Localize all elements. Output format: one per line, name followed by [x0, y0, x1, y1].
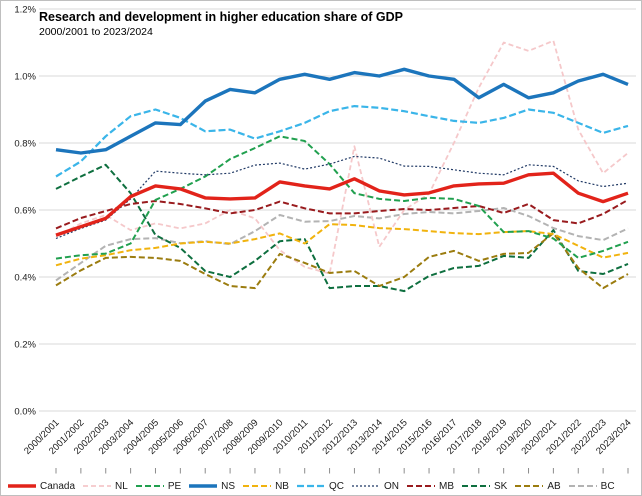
series-line-on: [55, 155, 629, 240]
legend-label-bc: BC: [600, 480, 615, 492]
series-line-ab: [55, 232, 629, 290]
legend-line-sample-nl: [83, 485, 112, 487]
y-axis-tick-label: 0.2%: [14, 339, 36, 350]
legend-label-on: ON: [383, 480, 399, 492]
legend-item-mb[interactable]: MB: [406, 480, 454, 492]
legend-item-nb[interactable]: NB: [242, 480, 289, 492]
legend-label-sk: SK: [493, 480, 508, 492]
legend-label-nl: NL: [115, 480, 128, 492]
legend-line-sample-pe: [135, 485, 164, 487]
series-line-pe: [55, 135, 629, 260]
legend-line-sample-on: [351, 485, 380, 487]
legend-label-nb: NB: [275, 480, 289, 492]
legend-item-nl[interactable]: NL: [82, 480, 128, 492]
legend: Canada NL PE NS NB QC ON MB SK AB BC: [7, 478, 641, 494]
legend-line-sample-bc: [568, 485, 597, 487]
chart-title: Research and development in higher educa…: [39, 10, 403, 24]
legend-label-mb: MB: [438, 480, 454, 492]
legend-label-ab: AB: [547, 480, 561, 492]
legend-line-sample-ns: [189, 484, 218, 488]
y-axis-tick-label: 0.0%: [14, 406, 36, 417]
series-line-nl: [55, 39, 629, 275]
legend-line-sample-sk: [461, 485, 490, 487]
y-axis-tick-label: 0.8%: [14, 138, 36, 149]
legend-item-bc[interactable]: BC: [568, 480, 615, 492]
legend-label-canada: Canada: [40, 480, 76, 492]
y-axis-tick-label: 1.0%: [14, 71, 36, 82]
legend-item-ns[interactable]: NS: [188, 480, 235, 492]
y-axis-tick-label: 1.2%: [14, 4, 36, 15]
legend-item-pe[interactable]: PE: [135, 480, 181, 492]
y-axis-tick-label: 0.4%: [14, 272, 36, 283]
legend-item-on[interactable]: ON: [351, 480, 399, 492]
legend-line-sample-mb: [406, 485, 435, 487]
series-line-nb: [55, 223, 629, 267]
series-line-canada: [55, 171, 629, 237]
series-line-bc: [55, 207, 629, 282]
legend-item-sk[interactable]: SK: [461, 480, 507, 492]
legend-line-sample-ab: [515, 485, 544, 487]
legend-label-ns: NS: [221, 480, 236, 492]
series-line-ns: [55, 67, 629, 155]
legend-line-sample-canada: [8, 484, 36, 488]
y-axis-tick-label: 0.6%: [14, 205, 36, 216]
legend-item-qc[interactable]: QC: [296, 480, 344, 492]
series-line-sk: [55, 163, 629, 293]
legend-item-ab[interactable]: AB: [514, 480, 561, 492]
legend-item-canada[interactable]: Canada: [7, 480, 75, 492]
series-line-mb: [55, 199, 629, 230]
legend-line-sample-nb: [243, 485, 272, 487]
legend-label-pe: PE: [167, 480, 182, 492]
series-line-qc: [55, 104, 629, 178]
chart-subtitle: 2000/2001 to 2023/2024: [39, 26, 153, 38]
legend-label-qc: QC: [328, 480, 344, 492]
legend-line-sample-qc: [296, 484, 325, 488]
